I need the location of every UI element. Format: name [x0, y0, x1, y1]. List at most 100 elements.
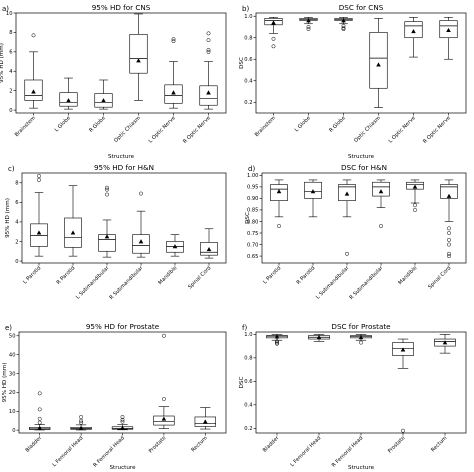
y-tick-label: 50	[9, 334, 16, 340]
box-0	[270, 179, 288, 229]
x-axis-label: Structure	[109, 465, 136, 471]
x-tick-label: L Submandibular	[315, 265, 351, 301]
outlier-point	[306, 25, 311, 29]
x-tick-label: Bladder	[262, 435, 281, 454]
panel-label: e)	[5, 324, 12, 332]
mean-marker	[271, 20, 276, 25]
outlier-point	[79, 415, 84, 419]
y-tick-label: 0.2	[244, 426, 252, 432]
y-tick-label: 0.6	[244, 57, 252, 63]
box-2	[334, 17, 353, 32]
outlier-point	[206, 31, 211, 36]
outlier-point	[171, 37, 176, 42]
y-axis-label: DSC	[239, 57, 245, 69]
x-tick-label: Bladder	[25, 435, 44, 454]
outlier-point	[120, 415, 125, 419]
mean-marker	[70, 230, 76, 235]
outlier-point	[341, 26, 346, 31]
box-1	[308, 334, 330, 342]
iqr-box	[132, 234, 150, 254]
outlier-point	[275, 340, 279, 345]
mean-marker	[104, 234, 110, 239]
box-2	[350, 334, 372, 345]
outlier-point	[447, 254, 451, 259]
x-tick-label: R Femoral Head	[331, 435, 364, 468]
outlier-point	[413, 207, 417, 212]
box-1	[70, 415, 92, 431]
chart-title: DSC for H&N	[341, 163, 387, 172]
y-tick-label: 0.65	[247, 254, 259, 260]
x-tick-label: R Globe	[328, 115, 347, 134]
x-tick-label: L Globe	[294, 115, 312, 133]
outlier-point	[206, 47, 211, 52]
axes-frame	[261, 172, 467, 264]
outlier-point	[171, 39, 176, 44]
outlier-point	[161, 333, 166, 338]
mean-marker	[446, 27, 451, 33]
box-4	[406, 179, 424, 212]
y-tick-label: 40	[9, 352, 16, 358]
outlier-point	[206, 49, 211, 54]
y-tick-label: 0.6	[244, 379, 252, 385]
x-tick-label: Optic Chiasm	[113, 115, 142, 144]
y-axis-label: 95% HD (mm)	[5, 198, 11, 238]
box-1	[299, 17, 318, 32]
outlier-point	[105, 187, 109, 192]
x-tick-label: Prostate	[387, 435, 406, 454]
box-3	[369, 18, 388, 108]
x-tick-label: R Globe	[88, 115, 107, 134]
mean-marker	[276, 189, 282, 194]
mean-marker	[206, 247, 212, 252]
box-5	[199, 31, 218, 110]
outlier-point	[79, 418, 84, 423]
y-tick-label: 0.4	[244, 79, 253, 85]
mean-marker	[400, 347, 406, 352]
panel-f: f) DSC for Prostate 0.2 0.4 0.6 0.8 1.0 DSC Blad…	[239, 322, 467, 471]
outlier-point	[447, 251, 451, 256]
box-4	[434, 334, 456, 354]
box-3	[129, 13, 148, 101]
box-2	[111, 415, 134, 431]
mean-marker	[138, 239, 144, 244]
x-tick-label: L Parotid	[22, 265, 42, 285]
outlier-point	[413, 203, 417, 208]
axes-frame	[21, 172, 227, 264]
mean-marker	[341, 18, 346, 23]
box-0	[264, 17, 283, 49]
y-tick-label: 1.0	[244, 332, 252, 338]
y-tick-label: 0.8	[244, 356, 252, 362]
box-0	[24, 33, 43, 109]
box-4	[194, 407, 216, 430]
box-4	[164, 37, 183, 109]
outlier-point	[277, 224, 281, 229]
mean-marker	[306, 18, 311, 23]
box-0	[266, 334, 288, 346]
y-tick-label: 0	[9, 108, 12, 114]
y-tick-label: 0.80	[247, 219, 259, 225]
outlier-point	[37, 173, 41, 178]
x-tick-label: Mandible	[157, 265, 178, 286]
mean-marker	[358, 334, 364, 340]
x-tick-label: R Submandibular	[109, 265, 145, 301]
panel-label: a)	[2, 5, 9, 13]
x-tick-label: L Submandibular	[75, 265, 111, 301]
outlier-point	[306, 27, 311, 32]
panel-b: b) DSC for CNS 0.2 0.4 0.6 0.8 1.0 DSC Brainstem…	[239, 3, 467, 160]
panel-a: a) 95% HD for CNS 0 2 4 6 8 10 95% HD (mm) Brains…	[0, 3, 227, 160]
chart-title: 95% HD for Prostate	[86, 322, 160, 331]
y-tick-label: 0.85	[247, 208, 259, 214]
y-tick-label: 10	[6, 11, 13, 17]
mean-marker	[101, 98, 106, 103]
outlier-point	[447, 231, 451, 235]
panel-label: d)	[248, 165, 255, 173]
mean-marker	[172, 244, 178, 249]
panel-d: d) DSC for H&N 0.65 0.70 0.75 0.80 0.85 0.90 0.9…	[245, 163, 467, 301]
mean-marker	[316, 334, 322, 340]
panel-e: e) 95% HD for Prostate 0 10 20 30 40 50 95% HD (…	[2, 322, 227, 471]
x-tick-label: R Optic Nerve	[422, 115, 452, 145]
y-axis-label: 95% HD (mm)	[2, 363, 8, 403]
outlier-point	[345, 251, 349, 256]
y-tick-label: 0.90	[247, 196, 259, 202]
outlier-point	[271, 36, 276, 41]
mean-marker	[378, 189, 384, 194]
